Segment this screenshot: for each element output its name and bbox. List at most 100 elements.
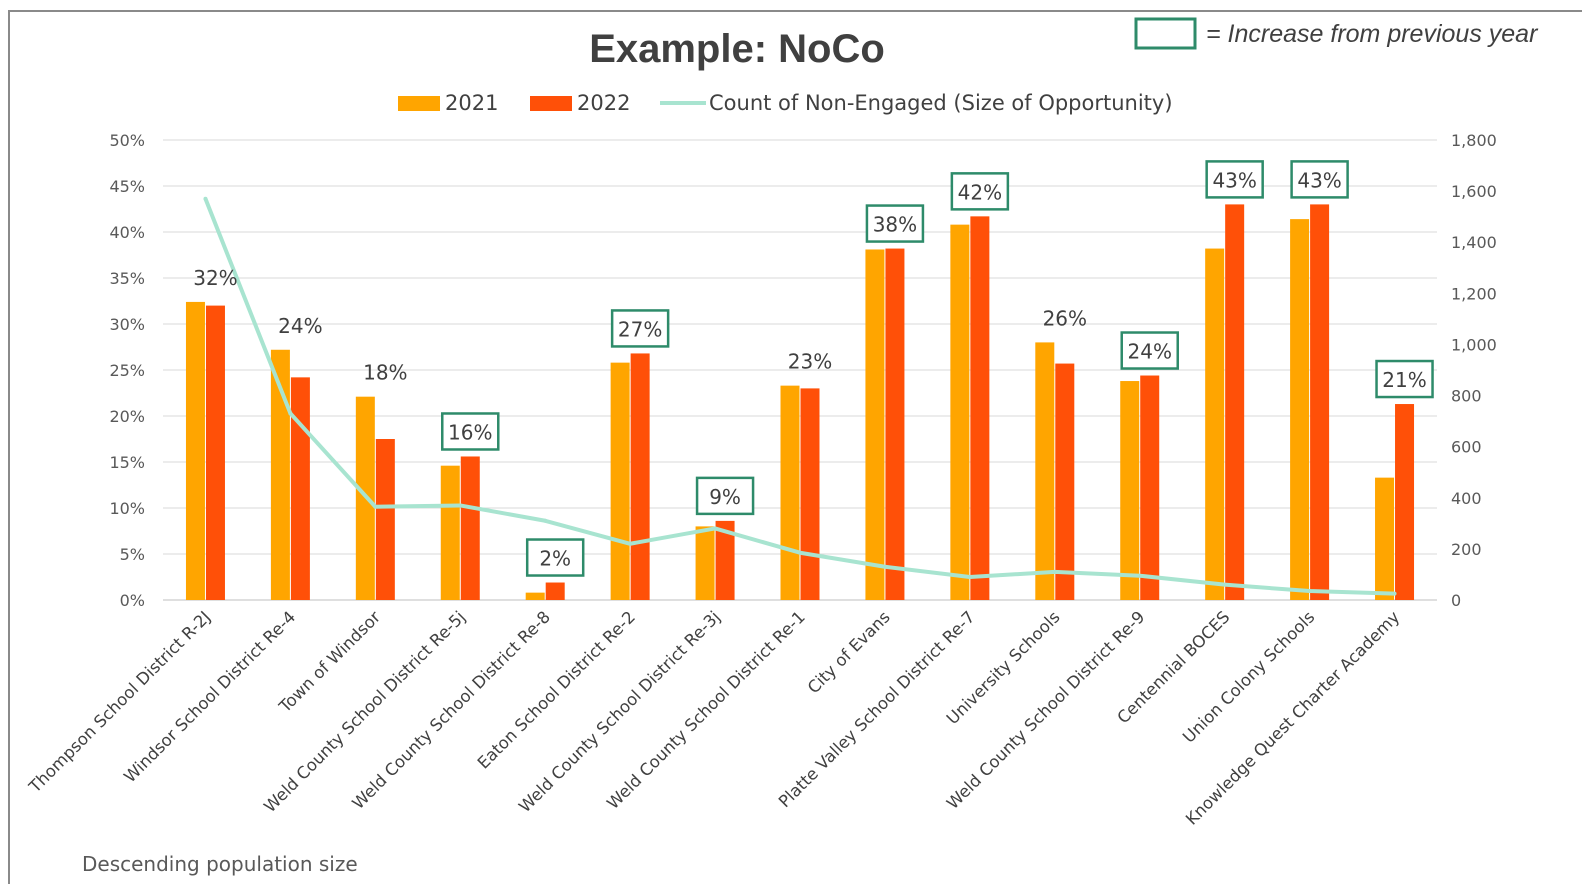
data-label: 43%	[1297, 168, 1341, 192]
chart-frame	[8, 10, 1582, 884]
data-label: 42%	[958, 180, 1002, 204]
legend-label-2022: 2022	[577, 91, 630, 115]
increase-box	[695, 476, 755, 516]
y-right-tick-label: 1,400	[1451, 233, 1497, 252]
bar-2022	[630, 353, 650, 600]
legend-label-count: Count of Non-Engaged (Size of Opportunit…	[709, 91, 1173, 115]
y-left-tick-label: 50%	[109, 131, 145, 150]
increase-box	[525, 538, 585, 577]
data-label: 24%	[278, 314, 322, 338]
bar-2021	[185, 301, 205, 600]
category-label: City of Evans	[804, 607, 894, 697]
y-right-tick-label: 0	[1451, 591, 1461, 610]
y-right-tick-label: 1,800	[1451, 131, 1497, 150]
increase-box	[610, 309, 670, 348]
data-label: 21%	[1382, 368, 1426, 392]
increase-box	[1205, 160, 1264, 199]
y-right-tick-label: 200	[1451, 540, 1482, 559]
bar-2022	[460, 456, 480, 600]
legend: 2021 2022 Count of Non-Engaged (Size of …	[398, 91, 1173, 115]
bar-2021	[1290, 219, 1310, 600]
line-point	[1137, 573, 1142, 578]
y-right-tick-label: 400	[1451, 489, 1482, 508]
bar-2022	[290, 377, 310, 600]
y-right-tick-label: 1,600	[1451, 182, 1497, 201]
bar-2021	[1035, 342, 1055, 600]
line-point	[798, 550, 802, 555]
data-label: 16%	[448, 420, 492, 444]
footer-note: Descending population size	[82, 852, 358, 876]
y-left-tick-label: 20%	[109, 407, 145, 426]
bar-2022	[1310, 204, 1330, 600]
line-point	[458, 503, 463, 508]
plot-area: 0% 5% 10% 15% 20% 25% 30% 35% 40% 45% 50% 0 200 400 60…	[25, 131, 1497, 829]
line-point	[967, 575, 972, 579]
bar-2021	[695, 526, 715, 600]
line-point	[628, 541, 633, 546]
bar-2021	[1120, 381, 1140, 600]
y-left-tick-label: 10%	[109, 499, 145, 518]
bar-2021	[865, 249, 885, 601]
bar-2022	[1055, 363, 1075, 600]
data-label: 26%	[1043, 306, 1087, 330]
data-label: 38%	[873, 213, 917, 237]
chart-title: Example: NoCo	[589, 27, 885, 71]
legend-swatch-2022	[530, 96, 572, 111]
bar-2022	[375, 439, 395, 600]
bar-2021	[780, 385, 800, 600]
data-label: 23%	[788, 350, 832, 374]
y-right-tick-label: 600	[1451, 438, 1482, 457]
bar-2022	[545, 582, 565, 600]
y-left-tick-label: 0%	[120, 591, 145, 610]
y-left-tick-label: 15%	[109, 453, 145, 472]
line-point	[713, 526, 718, 531]
category-label: Windsor School District Re-4	[120, 607, 299, 786]
data-label: 24%	[1128, 340, 1172, 364]
bar-2021	[270, 349, 290, 600]
legend-label-2021: 2021	[445, 91, 498, 115]
bar-2022	[205, 305, 225, 600]
category-label: Thompson School District R-2J	[25, 607, 215, 797]
increase-box	[950, 172, 1010, 211]
bar-2022	[970, 216, 990, 601]
y-left-tick-label: 5%	[120, 545, 145, 564]
bar-2022	[1395, 404, 1415, 600]
increase-box	[1375, 359, 1434, 399]
bar-2022	[1140, 375, 1160, 600]
line-point	[288, 411, 293, 416]
data-label: 18%	[363, 361, 407, 385]
y-left-tick-label: 35%	[109, 269, 145, 288]
bar-2021	[610, 362, 630, 600]
line-point	[543, 518, 548, 523]
data-label: 9%	[709, 485, 741, 509]
increase-box	[865, 204, 925, 243]
data-label: 32%	[193, 266, 237, 290]
y-left-tick-label: 40%	[109, 223, 145, 242]
increase-box	[1120, 331, 1179, 370]
y-right-tick-label: 1,200	[1451, 284, 1497, 303]
y-left-tick-label: 45%	[109, 177, 145, 196]
y-left-tick-label: 25%	[109, 361, 145, 380]
increase-box	[1290, 160, 1349, 199]
increase-box	[441, 412, 500, 451]
line-point	[1052, 569, 1057, 574]
bar-2021	[1375, 477, 1395, 600]
line-point	[1222, 582, 1227, 587]
category-label: Eaton School District Re-2	[474, 607, 639, 772]
increase-key: = Increase from previous year	[1134, 17, 1539, 50]
data-label: 27%	[618, 317, 662, 341]
y-left-tick-label: 30%	[109, 315, 145, 334]
bar-2022	[800, 388, 820, 600]
bar-2022	[885, 248, 905, 600]
bar-2021	[440, 465, 460, 600]
line-point	[373, 504, 378, 509]
y-right-tick-label: 1,000	[1451, 335, 1497, 354]
bar-2022	[715, 520, 735, 600]
bar-2021	[1205, 248, 1225, 600]
line-point	[203, 196, 208, 201]
line-point	[1392, 591, 1397, 596]
data-label: 43%	[1212, 168, 1256, 192]
line-point	[882, 564, 887, 569]
increase-key-box	[1134, 17, 1197, 50]
